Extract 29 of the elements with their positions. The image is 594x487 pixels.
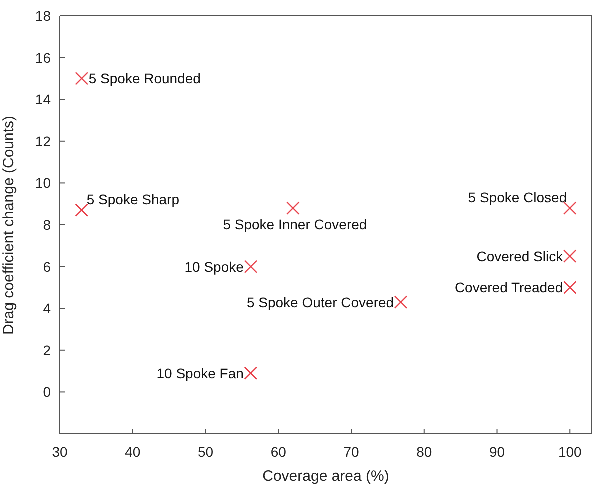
x-tick-label: 70	[344, 444, 360, 460]
y-tick-label: 10	[35, 175, 52, 192]
y-tick-label: 14	[35, 92, 52, 108]
y-tick-label: 0	[43, 384, 52, 400]
x-tick-label: 80	[416, 444, 432, 460]
annotation: Covered Treaded	[454, 280, 564, 296]
x-tick-label: 40	[125, 444, 141, 460]
x-tick-label: 60	[270, 444, 287, 460]
x-tick-label: 50	[198, 444, 214, 460]
annotation: 5 Spoke Rounded	[88, 70, 201, 87]
x-tick-label: 30	[52, 444, 68, 460]
y-tick-label: 12	[35, 133, 52, 150]
y-tick-label: 8	[43, 216, 52, 233]
y-tick-label: 2	[43, 342, 52, 358]
y-tick-label: 18	[35, 8, 52, 24]
y-tick-label: 4	[43, 300, 52, 317]
x-tick-label: 90	[489, 444, 506, 460]
annotation: 10 Spoke Fan	[156, 365, 244, 382]
y-axis-title: Drag coefficient change (Counts)	[0, 116, 18, 335]
annotation: 10 Spoke	[184, 258, 244, 275]
y-tick-label: 16	[35, 50, 52, 66]
annotation: 5 Spoke Sharp	[86, 191, 180, 208]
annotation: 5 Spoke Closed	[468, 189, 568, 206]
y-tick-label: 6	[43, 258, 52, 275]
annotation: 5 Spoke Inner Covered	[223, 216, 368, 232]
x-tick-label: 100	[558, 444, 582, 460]
annotation: Covered Slick	[476, 248, 564, 264]
annotation: 5 Spoke Outer Covered	[246, 294, 394, 310]
x-axis-title: Coverage area (%)	[262, 468, 390, 485]
